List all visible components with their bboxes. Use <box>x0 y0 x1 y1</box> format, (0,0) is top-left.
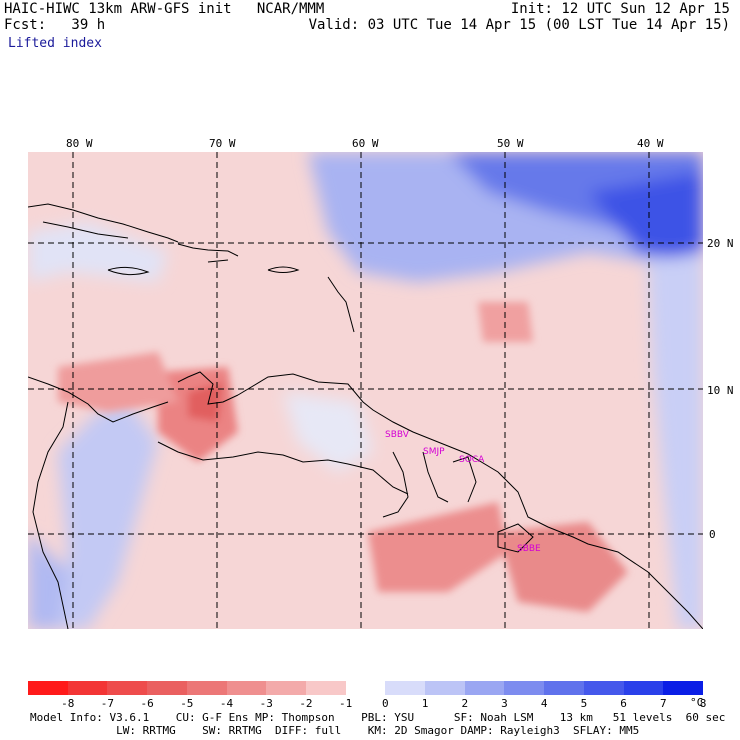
colorbar-swatch <box>544 681 584 695</box>
colorbar-tick-label: -4 <box>219 697 234 710</box>
colorbar-tick-label: -6 <box>140 697 154 710</box>
colorbar-tick-label: -7 <box>100 697 115 710</box>
colorbar-swatch <box>28 681 68 695</box>
colorbar-tick-label: -3 <box>259 697 273 710</box>
valid-time: Valid: 03 UTC Tue 14 Apr 15 (00 LST Tue … <box>308 17 730 33</box>
colorbar-tick-label: 4 <box>540 697 548 710</box>
lat-lon-grid <box>28 152 703 629</box>
colorbar-swatch <box>226 681 267 695</box>
lon-label-40w: 40 W <box>637 137 664 150</box>
lon-label-60w: 60 W <box>352 137 379 150</box>
colorbar <box>28 681 703 695</box>
colorbar-swatch <box>107 681 148 695</box>
colorbar-swatch <box>266 681 306 695</box>
colorbar-swatch <box>504 681 545 695</box>
positive-index-region <box>28 152 703 629</box>
station-markers: SBBV SMJP SOCA SBBE <box>385 430 541 554</box>
station-label: SMJP <box>423 447 445 457</box>
colorbar-tick-label: -1 <box>339 697 353 710</box>
station-label: SBBE <box>517 544 541 554</box>
colorbar-swatch <box>385 681 426 695</box>
colorbar-tick-label: 5 <box>580 697 588 710</box>
colorbar-swatch <box>67 681 108 695</box>
lat-label-10n: 10 N <box>707 384 734 397</box>
colorbar-swatch <box>186 681 227 695</box>
colorbar-tick-label: 0 <box>382 697 389 710</box>
lat-label-20n: 20 N <box>707 237 734 250</box>
forecast-hour: Fcst: 39 h <box>4 17 106 33</box>
colorbar-tick-label: 3 <box>501 697 508 710</box>
lat-label-0: 0 <box>709 528 716 541</box>
colorbar-tick-label: -8 <box>61 697 75 710</box>
colorbar-swatch <box>425 681 465 695</box>
colorbar-tick-label: -2 <box>299 697 313 710</box>
colorbar-tick-label: 2 <box>461 697 469 710</box>
negative-index-region <box>58 302 628 612</box>
colorbar-swatch <box>464 681 505 695</box>
station-label: SBBV <box>385 430 410 440</box>
model-info-line1: Model Info: V3.6.1 CU: G-F Ens MP: Thomp… <box>30 711 726 724</box>
colorbar-swatch <box>305 681 346 695</box>
colorbar-tick-label: 1 <box>421 697 429 710</box>
colorbar-unit: °C <box>690 696 704 709</box>
lon-label-70w: 70 W <box>209 137 236 150</box>
colorbar-swatch <box>623 681 664 695</box>
colorbar-tick-label: 8 <box>699 697 707 710</box>
colorbar-tick-label: -5 <box>180 697 194 710</box>
colorbar-tick-label: 7 <box>659 697 667 710</box>
lon-label-80w: 80 W <box>66 137 93 150</box>
run-title: HAIC-HIWC 13km ARW-GFS init NCAR/MMM <box>4 1 325 17</box>
lon-label-50w: 50 W <box>497 137 524 150</box>
coastlines <box>28 203 703 629</box>
colorbar-swatch <box>147 681 187 695</box>
model-info-line2: LW: RRTMG SW: RRTMG DIFF: full KM: 2D Sm… <box>30 724 640 737</box>
colorbar-swatch <box>583 681 624 695</box>
field-name: Lifted index <box>8 36 102 51</box>
colorbar-swatch <box>663 681 703 695</box>
lifted-index-map: SBBV SMJP SOCA SBBE <box>28 152 703 629</box>
colorbar-swatch <box>345 681 386 695</box>
colorbar-tick-label: 6 <box>620 697 627 710</box>
station-label: SOCA <box>459 455 485 465</box>
init-time: Init: 12 UTC Sun 12 Apr 15 <box>510 1 730 17</box>
